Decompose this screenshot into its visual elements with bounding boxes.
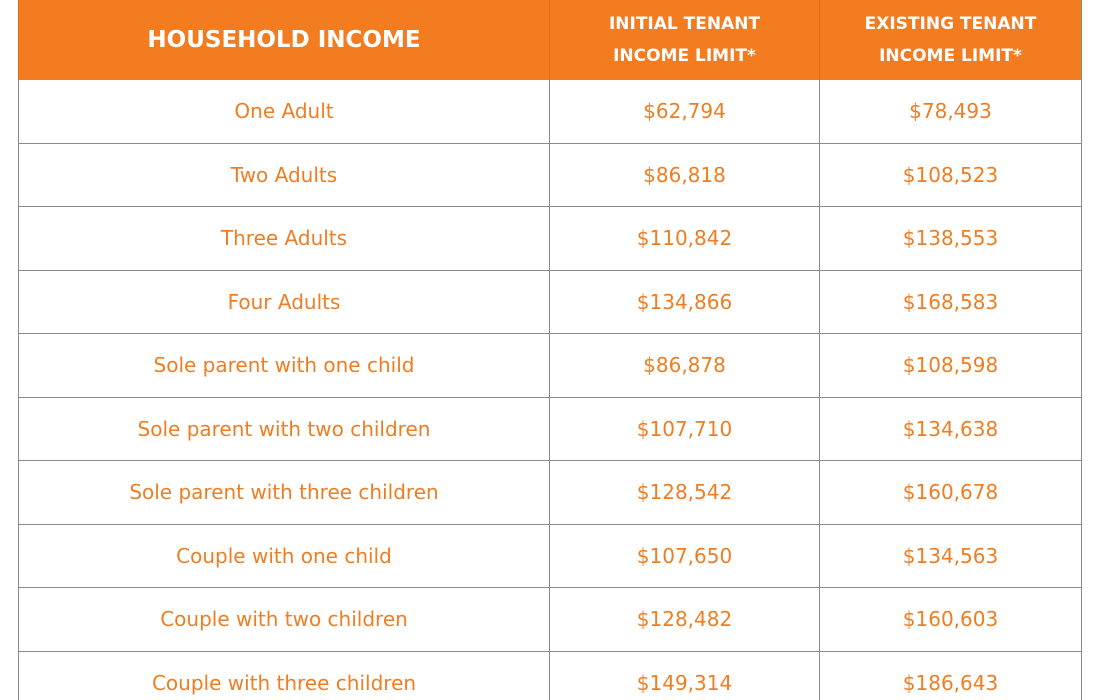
table-row: Sole parent with three children $128,542 $… bbox=[18, 461, 1082, 525]
header-cell: INITIAL TENANT INCOME LIMIT* bbox=[549, 0, 819, 80]
household-cell: Sole parent with one child bbox=[18, 334, 549, 397]
household-cell: Couple with two children bbox=[18, 588, 549, 651]
income-limit-cell: $108,523 bbox=[819, 143, 1082, 206]
household-cell: Sole parent with three children bbox=[18, 461, 549, 524]
household-cell: Sole parent with two children bbox=[18, 397, 549, 460]
table-row: Couple with two children $128,482 $160,603 bbox=[18, 588, 1082, 652]
income-limit-cell: $86,878 bbox=[549, 334, 819, 397]
table-row: Two Adults $86,818 $108,523 bbox=[18, 143, 1082, 207]
income-limit-cell: $186,643 bbox=[819, 651, 1082, 700]
household-cell: Three Adults bbox=[18, 207, 549, 270]
household-cell: Couple with three children bbox=[18, 651, 549, 700]
household-cell: Four Adults bbox=[18, 270, 549, 333]
income-limit-cell: $134,638 bbox=[819, 397, 1082, 460]
income-limit-cell: $168,583 bbox=[819, 270, 1082, 333]
income-limit-cell: $110,842 bbox=[549, 207, 819, 270]
table-row: Sole parent with one child $86,878 $108,59… bbox=[18, 334, 1082, 398]
header-cell: EXISTING TENANT INCOME LIMIT* bbox=[819, 0, 1082, 80]
table-row: Three Adults $110,842 $138,553 bbox=[18, 207, 1082, 271]
header-text: INITIAL TENANT INCOME LIMIT* bbox=[608, 14, 761, 66]
header-text: HOUSEHOLD INCOME bbox=[147, 27, 421, 53]
table-row: One Adult $62,794 $78,493 bbox=[18, 80, 1082, 144]
income-limit-cell: $128,482 bbox=[549, 588, 819, 651]
table-row: Couple with three children $149,314 $186,6… bbox=[18, 651, 1082, 700]
header-row: HOUSEHOLD INCOME INITIAL TENANT INCOME LI… bbox=[18, 0, 1082, 80]
income-limit-cell: $149,314 bbox=[549, 651, 819, 700]
household-cell: Two Adults bbox=[18, 143, 549, 206]
header-text: EXISTING TENANT INCOME LIMIT* bbox=[864, 14, 1037, 66]
table-row: Four Adults $134,866 $168,583 bbox=[18, 270, 1082, 334]
household-cell: Couple with one child bbox=[18, 524, 549, 587]
income-limit-cell: $108,598 bbox=[819, 334, 1082, 397]
table-row: Couple with one child $107,650 $134,563 bbox=[18, 524, 1082, 588]
income-limit-cell: $134,563 bbox=[819, 524, 1082, 587]
income-limit-cell: $62,794 bbox=[549, 80, 819, 143]
income-limit-cell: $128,542 bbox=[549, 461, 819, 524]
income-table: HOUSEHOLD INCOME INITIAL TENANT INCOME LI… bbox=[18, 0, 1082, 700]
header-cell: HOUSEHOLD INCOME bbox=[18, 0, 549, 80]
table-row: Sole parent with two children $107,710 $13… bbox=[18, 397, 1082, 461]
household-cell: One Adult bbox=[18, 80, 549, 143]
income-limit-cell: $107,710 bbox=[549, 397, 819, 460]
income-limit-cell: $134,866 bbox=[549, 270, 819, 333]
income-limit-cell: $160,678 bbox=[819, 461, 1082, 524]
income-limit-cell: $107,650 bbox=[549, 524, 819, 587]
income-limit-cell: $160,603 bbox=[819, 588, 1082, 651]
income-limit-cell: $78,493 bbox=[819, 80, 1082, 143]
income-limit-cell: $86,818 bbox=[549, 143, 819, 206]
income-limit-cell: $138,553 bbox=[819, 207, 1082, 270]
